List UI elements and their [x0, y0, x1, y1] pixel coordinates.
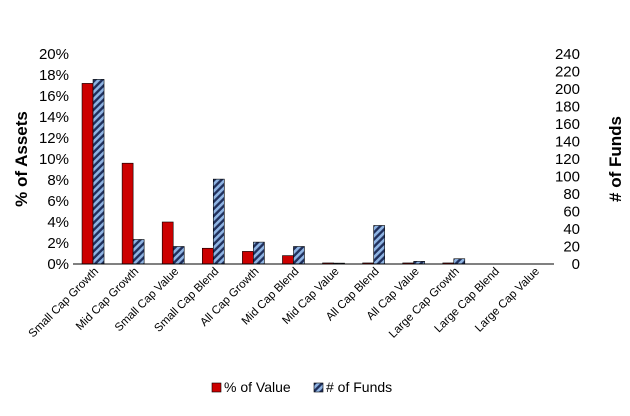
right-axis-title: # of Funds — [606, 116, 625, 202]
legend-label-funds: # of Funds — [326, 379, 392, 395]
legend-swatch-value — [211, 382, 222, 393]
left-axis-title: % of Assets — [12, 111, 31, 207]
right-tick-label: 220 — [555, 64, 580, 81]
right-tick-label: 200 — [555, 81, 580, 98]
right-tick-label: 0 — [572, 256, 580, 273]
bar-funds — [373, 225, 385, 265]
bar-funds — [212, 178, 225, 265]
left-tick-label: 4% — [47, 214, 69, 231]
bars — [81, 79, 466, 265]
right-tick-label: 120 — [555, 151, 580, 168]
left-tick-label: 14% — [39, 109, 69, 126]
bar-value — [81, 83, 94, 265]
legend: % of Value # of Funds — [211, 379, 392, 395]
right-tick-label: 60 — [563, 204, 580, 221]
right-tick-label: 160 — [555, 116, 580, 133]
legend-label-value: % of Value — [224, 379, 291, 395]
left-tick-label: 6% — [47, 193, 69, 210]
right-tick-label: 80 — [563, 186, 580, 203]
left-tick-label: 18% — [39, 67, 69, 84]
left-tick-label: 0% — [47, 256, 69, 273]
bar-funds — [453, 258, 466, 265]
category-label: Small Cap Growth — [27, 266, 101, 340]
left-tick-label: 8% — [47, 172, 69, 189]
bar-funds — [253, 241, 265, 265]
bar-funds — [172, 246, 185, 265]
category-label: Large Cap Growth — [387, 266, 462, 341]
legend-swatch-funds — [313, 382, 324, 393]
bar-value — [161, 221, 174, 265]
right-tick-label: 180 — [555, 99, 580, 116]
left-tick-label: 2% — [47, 235, 69, 252]
bar-value — [282, 255, 294, 265]
right-tick-label: 100 — [555, 169, 580, 186]
bar-value — [121, 162, 134, 265]
right-tick-label: 240 — [555, 46, 580, 63]
right-tick-label: 140 — [555, 134, 580, 151]
bar-funds — [293, 246, 305, 265]
left-axis-ticks: 0% 2% 4% 6% 8% 10% 12% 14% 16% 18% 20% — [39, 46, 69, 273]
left-tick-label: 10% — [39, 151, 69, 168]
left-tick-label: 12% — [39, 130, 69, 147]
right-tick-label: 20 — [563, 239, 580, 256]
bar-value — [242, 251, 254, 265]
bar-value — [201, 247, 214, 265]
left-tick-label: 20% — [39, 46, 69, 63]
bar-funds — [132, 239, 145, 265]
bar-funds — [92, 79, 105, 265]
right-tick-label: 40 — [563, 221, 580, 238]
left-tick-label: 16% — [39, 88, 69, 105]
